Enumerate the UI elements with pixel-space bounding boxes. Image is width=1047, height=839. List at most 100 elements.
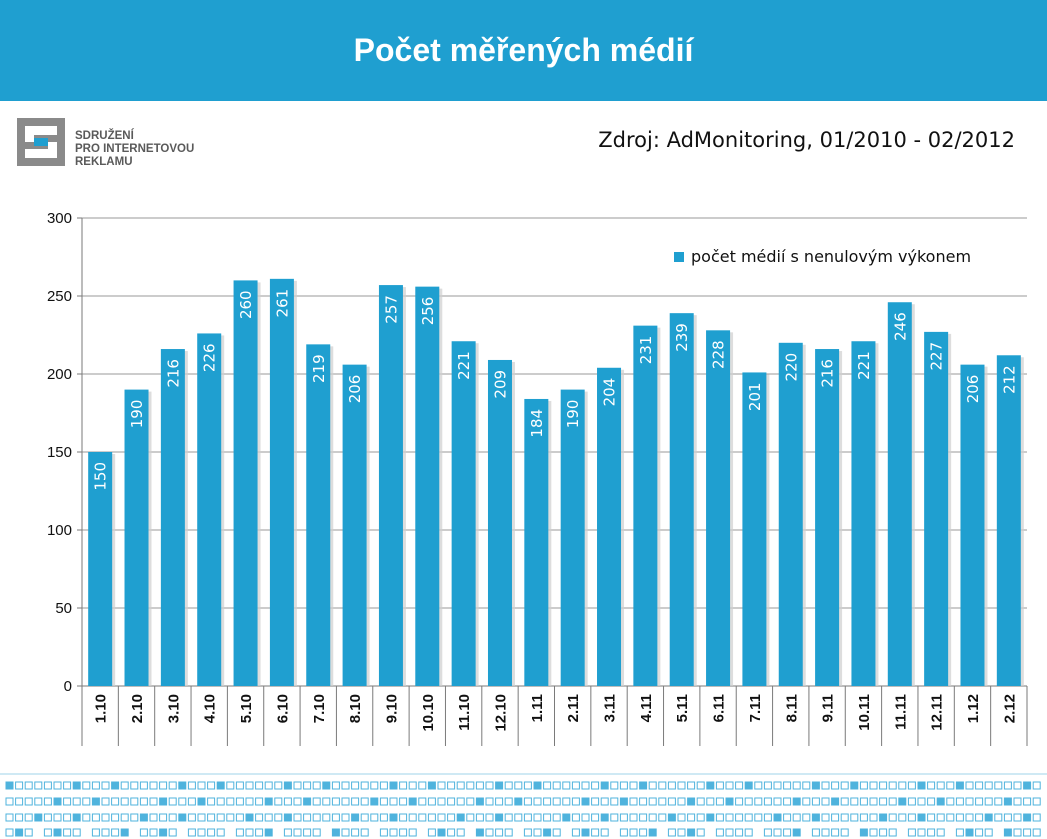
footer-square [648,797,657,806]
footer-square [34,797,43,806]
footer-square [639,813,648,822]
footer-square [687,781,696,790]
logo-line-2: PRO INTERNETOVOU [75,143,195,155]
footer-square [53,781,62,790]
footer-square [523,828,532,837]
footer-square [975,781,984,790]
footer-square [101,781,110,790]
footer-square [754,781,763,790]
footer-square [600,797,609,806]
footer-square [687,813,696,822]
data-label: 216 [164,359,182,388]
footer-square [293,813,302,822]
footer-square [408,781,417,790]
footer-square [53,828,62,837]
data-label: 201 [746,382,764,411]
footer-square [696,813,705,822]
footer-square [120,828,129,837]
title-banner: Počet měřených médií [0,0,1047,101]
footer-square [735,813,744,822]
footer-square [639,828,648,837]
footer-square [533,813,542,822]
footer-square [879,797,888,806]
footer-square [802,797,811,806]
source-note: Zdroj: AdMonitoring, 01/2010 - 02/2012 [598,128,1015,152]
footer-square [437,781,446,790]
footer-square [706,797,715,806]
footer-square [197,813,206,822]
bar-chart: 0 50 100 150 200 250 300 150 1.10 190 2.10 216 3.10 2… [47,210,1028,746]
footer-square [360,797,369,806]
x-tick-label: 1.12 [965,694,982,723]
footer-square [303,813,312,822]
footer-square [111,781,120,790]
footer-square [5,797,14,806]
footer-square [1013,828,1022,837]
footer-square [600,781,609,790]
footer-square [831,797,840,806]
footer-square [63,781,72,790]
footer-square [312,813,321,822]
footer-square [235,781,244,790]
data-label: 256 [419,297,437,326]
footer-square [898,813,907,822]
footer-square [802,813,811,822]
footer-square [735,781,744,790]
footer-square [821,813,830,822]
footer-square [936,813,945,822]
x-tick-label: 12.11 [929,694,946,731]
footer-square [293,828,302,837]
footer-square [264,797,273,806]
footer-square [850,813,859,822]
y-tick-label: 200 [47,366,72,383]
footer-square [149,797,158,806]
footer-square [562,813,571,822]
footer-square [619,828,628,837]
x-tick-label: 3.11 [602,694,619,722]
footer-square [994,781,1003,790]
x-tick-label: 4.10 [202,694,219,723]
footer-square [485,781,494,790]
footer-square [226,781,235,790]
footer-pattern [0,773,1047,837]
footer-square [255,781,264,790]
footer-square [485,828,494,837]
footer-square [783,813,792,822]
x-tick-label: 9.10 [383,694,400,723]
footer-square [543,797,552,806]
footer-square [178,781,187,790]
footer-square [687,797,696,806]
footer-square [984,813,993,822]
footer-square [773,813,782,822]
footer-square [427,781,436,790]
footer-square [802,781,811,790]
footer-square [917,828,926,837]
footer-square [303,797,312,806]
data-label: 184 [528,409,546,438]
footer-square [504,781,513,790]
bar [887,302,912,686]
bar [342,364,367,686]
footer-square [975,813,984,822]
footer-square [283,813,292,822]
footer-square [792,813,801,822]
footer-square [984,828,993,837]
footer-square [495,781,504,790]
x-tick-label: 10.11 [856,694,873,731]
footer-square [936,828,945,837]
footer-square [379,828,388,837]
footer-square [312,828,321,837]
footer-square [936,797,945,806]
footer-square [312,797,321,806]
data-label: 209 [491,370,509,399]
footer-square [24,813,33,822]
data-label: 190 [128,400,146,429]
footer-square [111,828,120,837]
footer-square [149,828,158,837]
footer-square [207,797,216,806]
footer-square [341,828,350,837]
footer-square [552,813,561,822]
footer-square [72,828,81,837]
footer-square [936,781,945,790]
footer-square [715,813,724,822]
